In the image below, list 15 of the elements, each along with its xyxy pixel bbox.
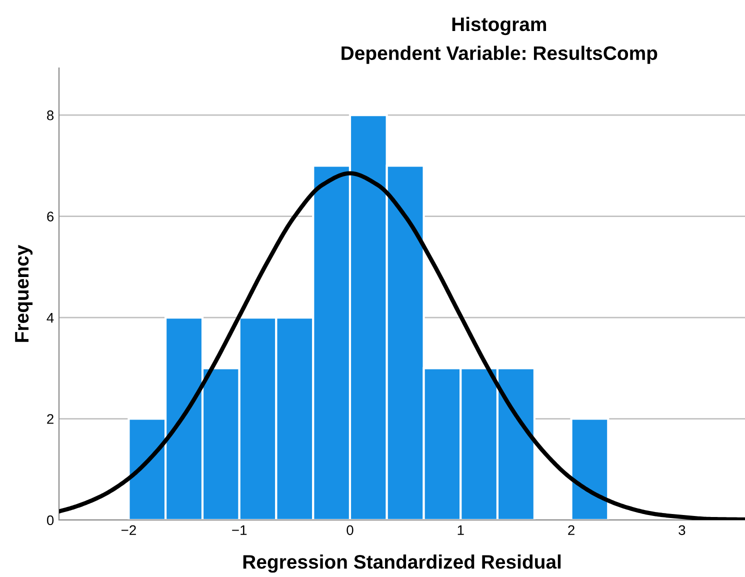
y-tick-label: 2 — [47, 414, 54, 424]
x-tick-label: −1 — [232, 525, 247, 535]
y-tick-label: 0 — [46, 515, 54, 526]
x-tick-label: 2 — [568, 525, 574, 535]
y-tick-label: 8 — [47, 110, 54, 120]
y-axis-title: Frequency — [15, 244, 33, 342]
chart-title: Histogram — [452, 16, 546, 36]
x-axis-title: Regression Standardized Residual — [243, 554, 561, 573]
y-tick-label: 4 — [46, 313, 54, 323]
x-tick-label: 0 — [346, 525, 354, 536]
chart-subtitle: Dependent Variable: ResultsComp — [342, 46, 658, 64]
x-tick-label: 3 — [678, 525, 686, 536]
y-tick-label: 6 — [47, 212, 54, 222]
x-tick-label: 1 — [458, 525, 464, 535]
x-tick-label: −2 — [121, 525, 136, 535]
